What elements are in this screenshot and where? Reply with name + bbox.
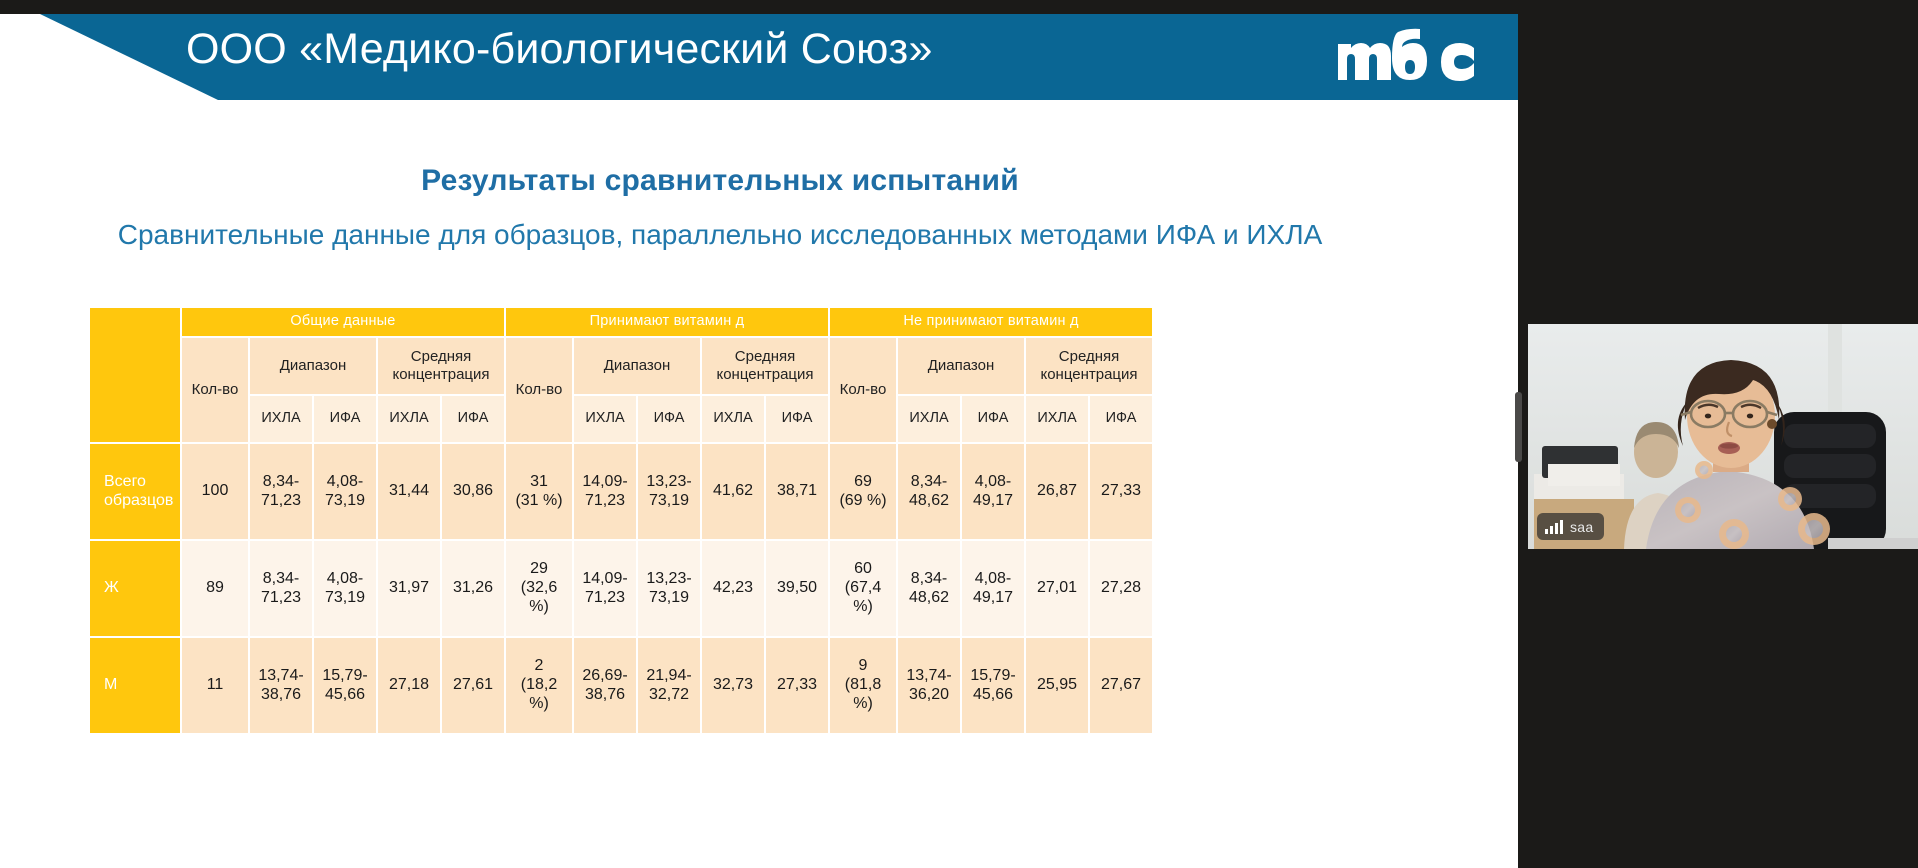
table-cell: 69 (69 %) xyxy=(830,444,896,539)
table-cell: 14,09-71,23 xyxy=(574,541,636,636)
table-cell: 27,28 xyxy=(1090,541,1152,636)
participant-video-tile[interactable]: saa xyxy=(1528,324,1918,549)
table-cell: 38,71 xyxy=(766,444,828,539)
sub-header-row: Кол-во Диапазон Средняя концентрация Кол… xyxy=(90,338,1152,442)
table-cell: 25,95 xyxy=(1026,638,1088,733)
table-cell: 11 xyxy=(182,638,248,733)
table-cell: 13,23-73,19 xyxy=(638,444,700,539)
participant-video-image xyxy=(1528,324,1918,549)
row-label: Ж xyxy=(90,541,180,636)
mbs-logo-icon xyxy=(1332,24,1480,90)
table-row: М 11 13,74-38,76 15,79-45,66 27,18 27,61 2 (18,… xyxy=(90,638,1152,733)
company-title: ООО «Медико-биологический Союз» xyxy=(186,25,933,73)
sub-header-count-general: Кол-во xyxy=(182,338,248,442)
method-header-ифа-2-1: ИФА xyxy=(962,396,1024,442)
table-cell: 13,74-38,76 xyxy=(250,638,312,733)
method-header-ифа-1-1: ИФА xyxy=(638,396,700,442)
table-corner-cell xyxy=(90,308,180,442)
table-cell: 30,86 xyxy=(442,444,504,539)
table-cell: 27,33 xyxy=(1090,444,1152,539)
table-cell: 31,44 xyxy=(378,444,440,539)
table-cell: 8,34-48,62 xyxy=(898,541,960,636)
participant-name-badge: saa xyxy=(1537,513,1605,540)
group-header-not-taking-vitamin-d: Не принимают витамин д xyxy=(830,308,1152,336)
panel-resize-handle[interactable] xyxy=(1515,392,1522,462)
slide-banner: ООО «Медико-биологический Союз» xyxy=(0,14,1518,100)
sub-header-range-general: Диапазон xyxy=(250,338,376,394)
sub-header-mean-not-taking: Средняя концентрация xyxy=(1026,338,1152,394)
table-cell: 8,34-71,23 xyxy=(250,541,312,636)
sub-header-range-taking: Диапазон xyxy=(574,338,700,394)
table-cell: 13,74-36,20 xyxy=(898,638,960,733)
table-cell: 29 (32,6 %) xyxy=(506,541,572,636)
method-header-row: ИХЛА ИФА ИХЛА ИФА ИХЛА ИФА ИХЛА ИФА ИХЛА ИФА ИХЛА И… xyxy=(90,396,1152,442)
table-cell: 26,69-38,76 xyxy=(574,638,636,733)
banner-shape xyxy=(40,14,1518,100)
page-subtitle: Сравнительные данные для образцов, парал… xyxy=(117,219,1323,250)
sub-header-mean-taking: Средняя концентрация xyxy=(702,338,828,394)
table-cell: 39,50 xyxy=(766,541,828,636)
participant-name: saa xyxy=(1570,518,1594,535)
group-header-taking-vitamin-d: Принимают витамин д xyxy=(506,308,828,336)
table-cell: 27,67 xyxy=(1090,638,1152,733)
table-cell: 21,94-32,72 xyxy=(638,638,700,733)
group-header-row: Общие данные Принимают витамин д Не прин… xyxy=(90,308,1152,442)
sub-header-mean-general: Средняя концентрация xyxy=(378,338,504,394)
table-cell: 27,61 xyxy=(442,638,504,733)
method-header-ихла-2-2: ИХЛА xyxy=(1026,396,1088,442)
table-cell: 8,34-48,62 xyxy=(898,444,960,539)
table-cell: 100 xyxy=(182,444,248,539)
sub-header-range-not-taking: Диапазон xyxy=(898,338,1024,394)
group-header-general: Общие данные xyxy=(182,308,504,336)
table-cell: 4,08-49,17 xyxy=(962,541,1024,636)
method-header-ихла-2-0: ИХЛА xyxy=(898,396,960,442)
table-cell: 26,87 xyxy=(1026,444,1088,539)
table-cell: 31,26 xyxy=(442,541,504,636)
sub-header-count-taking: Кол-во xyxy=(506,338,572,442)
method-header-ихла-1-0: ИХЛА xyxy=(574,396,636,442)
table-cell: 31,97 xyxy=(378,541,440,636)
method-header-ифа-1-3: ИФА xyxy=(766,396,828,442)
method-header-ифа-2-3: ИФА xyxy=(1090,396,1152,442)
table-cell: 31 (31 %) xyxy=(506,444,572,539)
table-cell: 60 (67,4 %) xyxy=(830,541,896,636)
sub-header-count-not-taking: Кол-во xyxy=(830,338,896,442)
method-header-ихла-0-2: ИХЛА xyxy=(378,396,440,442)
table-cell: 27,18 xyxy=(378,638,440,733)
table-cell: 41,62 xyxy=(702,444,764,539)
table-cell: 8,34-71,23 xyxy=(250,444,312,539)
method-header-ихла-1-2: ИХЛА xyxy=(702,396,764,442)
method-header-ифа-0-1: ИФА xyxy=(314,396,376,442)
table-cell: 13,23-73,19 xyxy=(638,541,700,636)
table-cell: 4,08-73,19 xyxy=(314,541,376,636)
table-cell: 42,23 xyxy=(702,541,764,636)
table-cell: 4,08-49,17 xyxy=(962,444,1024,539)
method-header-ихла-0-0: ИХЛА xyxy=(250,396,312,442)
method-header-ифа-0-3: ИФА xyxy=(442,396,504,442)
table-cell: 32,73 xyxy=(702,638,764,733)
table-row: Всего образцов 100 8,34-71,23 4,08-73,19 31,… xyxy=(90,444,1152,539)
table-cell: 27,01 xyxy=(1026,541,1088,636)
table-cell: 4,08-73,19 xyxy=(314,444,376,539)
table-cell: 15,79-45,66 xyxy=(962,638,1024,733)
row-label: Всего образцов xyxy=(90,444,180,539)
table-cell: 9 (81,8 %) xyxy=(830,638,896,733)
table-row: Ж 89 8,34-71,23 4,08-73,19 31,97 31,26 29 (32,6… xyxy=(90,541,1152,636)
signal-bars-icon xyxy=(1545,519,1563,534)
table-head: Общие данные Принимают витамин д Не прин… xyxy=(90,308,1152,442)
shared-slide: ООО «Медико-биологический Союз» Результа… xyxy=(0,14,1518,868)
table-cell: 27,33 xyxy=(766,638,828,733)
page-title: Результаты сравнительных испытаний xyxy=(421,164,1019,197)
table-cell: 2 (18,2 %) xyxy=(506,638,572,733)
row-label: М xyxy=(90,638,180,733)
table-cell: 15,79-45,66 xyxy=(314,638,376,733)
table-body: Всего образцов 100 8,34-71,23 4,08-73,19 31,… xyxy=(90,444,1152,733)
comparison-table: Общие данные Принимают витамин д Не прин… xyxy=(88,306,1154,735)
table-cell: 14,09-71,23 xyxy=(574,444,636,539)
table-cell: 89 xyxy=(182,541,248,636)
